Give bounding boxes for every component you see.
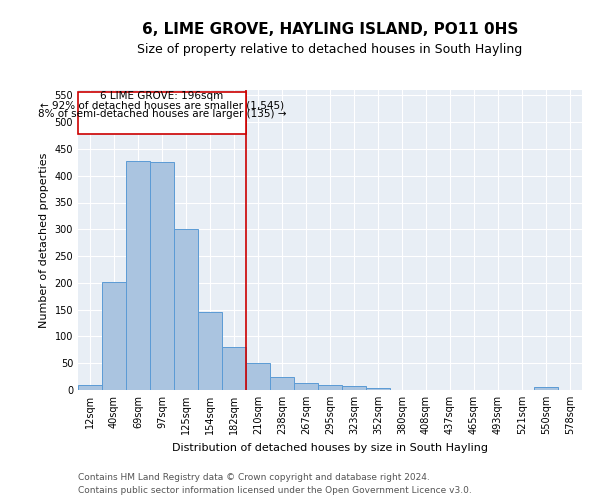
Text: 6 LIME GROVE: 196sqm: 6 LIME GROVE: 196sqm — [100, 92, 224, 102]
Y-axis label: Number of detached properties: Number of detached properties — [39, 152, 49, 328]
Bar — [342, 386, 366, 390]
Text: 8% of semi-detached houses are larger (135) →: 8% of semi-detached houses are larger (1… — [38, 108, 286, 118]
Text: Size of property relative to detached houses in South Hayling: Size of property relative to detached ho… — [137, 42, 523, 56]
Bar — [126, 160, 150, 390]
Bar — [102, 282, 126, 390]
Text: ← 92% of detached houses are smaller (1,545): ← 92% of detached houses are smaller (1,… — [40, 100, 284, 110]
Bar — [318, 384, 342, 390]
Bar — [198, 312, 222, 390]
Text: Contains HM Land Registry data © Crown copyright and database right 2024.: Contains HM Land Registry data © Crown c… — [78, 474, 430, 482]
Bar — [174, 229, 198, 390]
Bar — [294, 383, 318, 390]
Bar — [150, 162, 174, 390]
FancyBboxPatch shape — [78, 92, 246, 134]
Bar — [270, 376, 294, 390]
Bar — [222, 347, 246, 390]
Bar — [78, 384, 102, 390]
Bar — [366, 388, 390, 390]
X-axis label: Distribution of detached houses by size in South Hayling: Distribution of detached houses by size … — [172, 442, 488, 452]
Bar — [534, 388, 558, 390]
Text: Contains public sector information licensed under the Open Government Licence v3: Contains public sector information licen… — [78, 486, 472, 495]
Text: 6, LIME GROVE, HAYLING ISLAND, PO11 0HS: 6, LIME GROVE, HAYLING ISLAND, PO11 0HS — [142, 22, 518, 38]
Bar — [246, 363, 270, 390]
